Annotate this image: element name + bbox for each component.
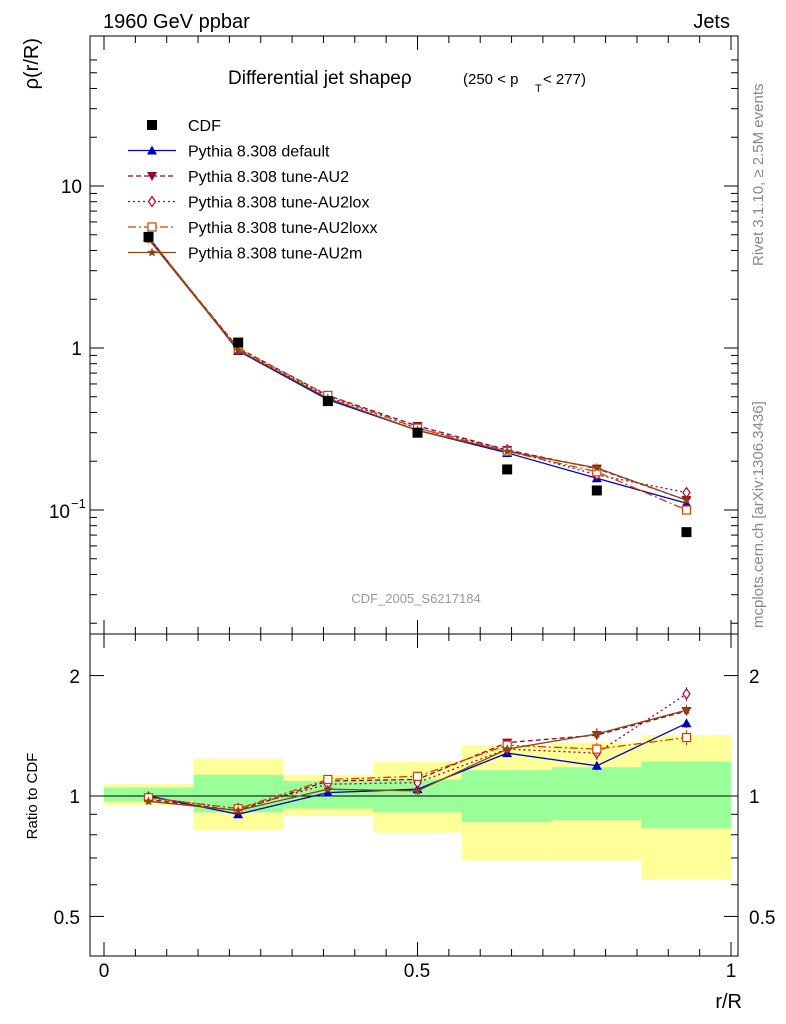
main-line-au2lox [147, 237, 687, 494]
main-point-au2loxx [681, 505, 692, 515]
legend-label-au2: Pythia 8.308 tune-AU2 [188, 169, 349, 186]
category-label: Jets [693, 11, 730, 33]
ratio-y-tick-right-0.5: 0.5 [749, 908, 775, 929]
main-axis-ticks [90, 36, 738, 634]
ratio-point-au2m [323, 784, 333, 794]
legend-label-au2lox: Pythia 8.308 tune-AU2lox [188, 195, 369, 212]
main-line-au2m [147, 238, 687, 501]
legend-marker-au2m [147, 247, 157, 257]
main-y-tick-exponent: −1 [71, 496, 86, 511]
ratio-point-au2m [233, 805, 243, 815]
main-point-cdf [322, 396, 333, 407]
main-point-cdf [591, 485, 602, 496]
main-y-tick-label-10: 10 [61, 177, 82, 198]
ratio-point-au2m [592, 728, 602, 738]
rivet-label: Rivet 3.1.10, ≥ 2.5M events [750, 84, 767, 267]
x-tick-label-0: 0 [99, 961, 110, 982]
legend-label-default: Pythia 8.308 default [188, 144, 330, 161]
x-tick-label-1: 1 [726, 961, 737, 982]
ratio-y-tick-right-1: 1 [749, 787, 760, 808]
ratio-point-au2m [412, 785, 423, 795]
main-point-cdf [143, 231, 154, 242]
ratio-series [143, 687, 692, 819]
x-axis-label: r/R [715, 991, 742, 1013]
main-point-cdf [502, 464, 513, 475]
analysis-watermark: CDF_2005_S6217184 [351, 591, 480, 606]
legend-marker-cdf [147, 120, 157, 130]
legend-marker-au2lox [147, 195, 157, 208]
main-line-default [147, 236, 687, 504]
ratio-uncertainty-bands [104, 735, 731, 880]
ratio-plot-frame [89, 633, 739, 957]
ratio-plot: Ratio to CDF 2 1 0.5 2 1 0.5 0 0.5 1 r/R [24, 633, 775, 1013]
energy-label: 1960 GeV ppbar [103, 11, 250, 33]
legend-label-au2m: Pythia 8.308 tune-AU2m [188, 246, 362, 263]
ratio-point-au2lox [682, 687, 691, 700]
ratio-point-au2m [681, 705, 692, 715]
ratio-point-default [591, 760, 602, 770]
ratio-point-default [681, 718, 692, 728]
mcplots-label: mcplots.cern.ch [arXiv:1306.3436] [750, 401, 767, 628]
ratio-band-inner [641, 761, 731, 829]
ratio-point-au2loxx [412, 771, 423, 781]
main-point-cdf [233, 337, 244, 348]
plot-title-range-start: (250 < p [463, 71, 518, 88]
main-y-tick-label-0.1: 10 [49, 502, 70, 523]
main-point-au2m [592, 462, 602, 472]
ratio-band-inner [551, 767, 642, 821]
main-plot: ρ(r/R) 10 1 10 −1 Differential jet shape… [21, 35, 739, 635]
x-tick-label-0.5: 0.5 [404, 961, 430, 982]
main-point-au2m [233, 345, 243, 355]
ratio-point-au2m [143, 796, 154, 806]
plot-title: Differential jet shapeρ [228, 68, 412, 89]
main-point-au2m [681, 495, 692, 505]
plot-title-range: (250 < p [463, 71, 518, 88]
ratio-y-tick-left-0.5: 0.5 [54, 908, 80, 929]
main-point-cdf [412, 427, 423, 438]
main-line-au2loxx [147, 237, 687, 511]
legend-label-au2loxx: Pythia 8.308 tune-AU2loxx [188, 220, 377, 237]
legend-marker-default [147, 145, 157, 155]
main-y-axis-label: ρ(r/R) [21, 38, 43, 89]
legend: CDF Pythia 8.308 default Pythia 8.308 tune… [128, 118, 377, 263]
plot-title-main: Differential jet shapeρ [228, 68, 412, 89]
plot-title-range-sub: T [535, 83, 542, 95]
legend-marker-au2loxx [147, 222, 157, 232]
ratio-y-tick-right-2: 2 [749, 667, 760, 688]
ratio-y-axis-label: Ratio to CDF [24, 753, 41, 840]
ratio-y-tick-left-1: 1 [69, 787, 80, 808]
ratio-point-au2loxx [323, 774, 333, 785]
main-y-tick-label-1: 1 [71, 339, 82, 360]
main-line-au2 [147, 237, 687, 501]
main-point-au2m [502, 446, 512, 456]
ratio-point-au2loxx [592, 744, 602, 754]
ratio-point-au2m [502, 744, 512, 754]
ratio-y-tick-left-2: 2 [69, 667, 80, 688]
legend-marker-au2 [147, 172, 157, 181]
main-point-cdf [681, 527, 692, 538]
ratio-axis-ticks [90, 634, 738, 956]
plot-title-range-end: < 277) [543, 71, 586, 88]
main-series [143, 231, 692, 538]
main-y-tick-base: 10 [49, 502, 70, 523]
ratio-point-au2loxx [681, 732, 692, 743]
legend-label-cdf: CDF [188, 118, 221, 135]
